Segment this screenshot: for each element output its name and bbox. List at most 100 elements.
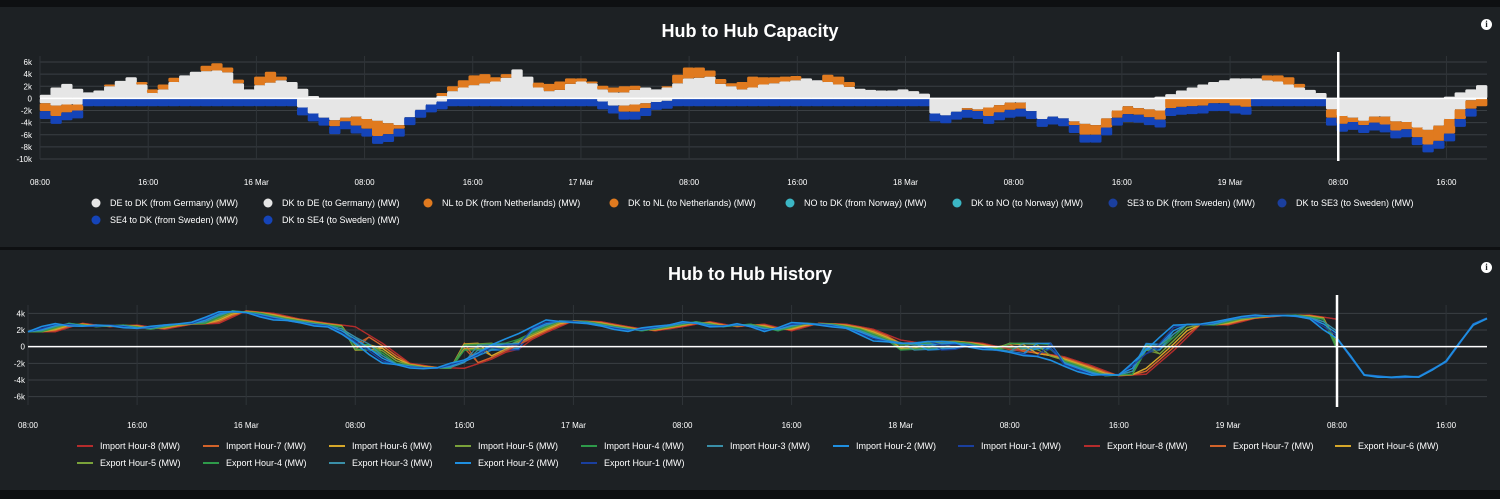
capacity-bar: [318, 98, 330, 118]
capacity-bar: [575, 78, 588, 82]
capacity-bar: [50, 87, 62, 99]
capacity-bar: [1325, 109, 1338, 118]
capacity-bar: [918, 98, 931, 107]
capacity-bar: [425, 104, 437, 113]
capacity-bar: [586, 98, 598, 107]
capacity-bar: [200, 65, 212, 72]
capacity-bar: [1272, 81, 1284, 99]
capacity-bar: [1100, 98, 1113, 119]
capacity-panel: Hub to Hub Capacity i 6k 4k 2k 0 -2k -4k -6k -8…: [0, 7, 1500, 247]
capacity-bar: [757, 98, 770, 107]
capacity-bar: [1025, 111, 1038, 120]
capacity-bar: [71, 88, 84, 99]
capacity-bar: [875, 90, 888, 99]
capacity-bar: [393, 125, 405, 129]
capacity-bar: [843, 86, 855, 99]
capacity-bar: [714, 98, 727, 107]
capacity-bar: [629, 98, 641, 105]
legend-marker: [423, 198, 433, 208]
capacity-bar: [61, 104, 73, 113]
y-tick-label: 4k: [24, 70, 33, 79]
x-tick-label: 16:00: [138, 178, 159, 187]
capacity-bar: [961, 109, 973, 118]
capacity-bar: [1304, 89, 1316, 99]
capacity-bar: [1336, 123, 1349, 132]
legend-marker: [609, 198, 619, 208]
capacity-bar: [779, 81, 791, 99]
capacity-bar: [82, 92, 94, 99]
capacity-bar: [704, 76, 716, 99]
capacity-bar: [1079, 134, 1091, 143]
capacity-bar: [800, 78, 813, 99]
capacity-bar: [264, 71, 277, 83]
capacity-bar: [1272, 75, 1284, 82]
capacity-bar: [232, 83, 245, 99]
capacity-bar: [168, 77, 180, 83]
capacity-bar: [168, 82, 180, 99]
capacity-bar: [1111, 117, 1123, 126]
capacity-bar: [940, 115, 952, 124]
capacity-bar: [189, 71, 202, 99]
capacity-bar: [1261, 75, 1274, 81]
capacity-bar: [1154, 119, 1166, 128]
capacity-bar: [1208, 98, 1220, 104]
capacity-bar: [157, 84, 169, 90]
capacity-bar: [1165, 108, 1177, 116]
capacity-bar: [1261, 98, 1274, 107]
capacity-bar: [104, 98, 116, 107]
capacity-bar: [682, 67, 695, 79]
capacity-bar: [918, 93, 931, 99]
capacity-bar: [1379, 124, 1391, 133]
capacity-bar: [522, 76, 534, 99]
x-tick-label: 16:00: [787, 178, 808, 187]
capacity-bar: [104, 84, 116, 87]
capacity-bar: [1165, 94, 1177, 99]
history-title: Hub to Hub History: [668, 264, 832, 284]
capacity-bar: [1197, 98, 1209, 106]
capacity-bar: [1218, 103, 1231, 112]
legend-marker: [263, 198, 273, 208]
y-tick-label: 2k: [24, 82, 33, 91]
legend-entry: Import Hour-2 (MW): [856, 441, 936, 451]
capacity-bar: [714, 79, 727, 84]
y-tick-label: -2k: [21, 107, 33, 116]
x-tick-label: 08:00: [1000, 421, 1021, 430]
history-chart: 4k 2k 0 -2k -4k -6k 08:00 16:00 16 Mar 08:00 16:00…: [14, 295, 1488, 468]
capacity-bar: [1057, 98, 1070, 119]
capacity-bar: [907, 98, 920, 107]
capacity-bar: [586, 81, 598, 84]
capacity-bar: [843, 82, 855, 87]
capacity-bar: [1090, 125, 1102, 135]
capacity-bar: [639, 108, 652, 116]
capacity-bar: [1036, 119, 1048, 127]
capacity-bar: [114, 98, 127, 107]
capacity-bar: [339, 117, 352, 122]
capacity-bar: [382, 98, 395, 124]
capacity-bar: [1175, 90, 1188, 99]
info-icon[interactable]: i: [1481, 262, 1492, 273]
legend-entry: SE3 to DK (from Sweden) (MW): [1127, 198, 1255, 208]
capacity-bar: [1476, 85, 1488, 99]
x-tick-label: 08:00: [672, 421, 693, 430]
capacity-bar: [1100, 118, 1113, 128]
capacity-bar: [1347, 98, 1359, 118]
capacity-bar: [982, 107, 995, 116]
capacity-bar: [479, 98, 491, 107]
legend-entry: DK to DE (to Germany) (MW): [282, 198, 400, 208]
capacity-bar: [693, 77, 705, 99]
capacity-bar: [211, 98, 223, 107]
capacity-bar: [1004, 98, 1016, 103]
capacity-bar: [1143, 109, 1156, 118]
capacity-bar: [511, 69, 523, 99]
capacity-bar: [822, 98, 834, 107]
info-icon[interactable]: i: [1481, 19, 1492, 30]
capacity-bar: [1411, 127, 1424, 138]
capacity-bar: [1454, 98, 1466, 110]
capacity-bar: [822, 74, 834, 83]
capacity-bar: [972, 109, 984, 112]
capacity-bar: [447, 91, 459, 99]
capacity-bar: [607, 98, 620, 106]
capacity-bar: [768, 83, 780, 99]
capacity-bar: [489, 81, 502, 99]
capacity-bar: [414, 98, 427, 110]
